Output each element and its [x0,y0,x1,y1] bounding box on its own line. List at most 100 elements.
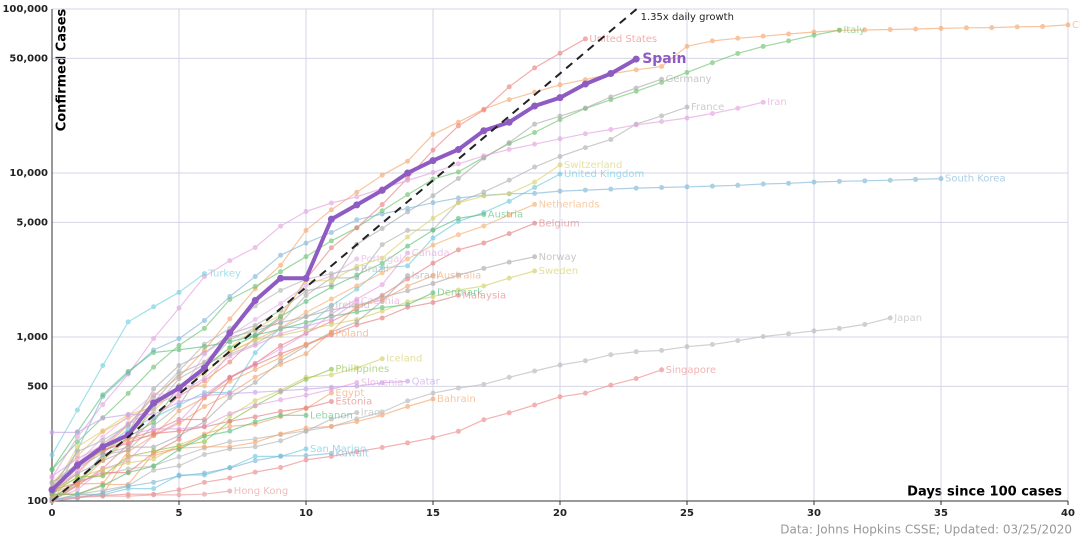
data-point [227,475,233,481]
data-point [176,447,182,453]
data-point [735,338,741,344]
data-point [607,70,615,78]
series-label: Turkey [207,269,241,280]
data-point [354,303,360,309]
data-point [379,356,385,362]
data-point [227,465,233,471]
data-point [303,240,309,246]
data-point [252,458,258,464]
data-point [252,414,258,420]
series-label: Singapore [666,365,716,376]
data-point [125,449,131,455]
data-point [354,225,360,231]
series: Hong Kong [49,486,288,504]
data-point [176,376,182,382]
data-point [176,436,182,442]
data-point [379,297,385,303]
reference-label: 1.35x daily growth [641,12,734,23]
data-point [201,433,207,439]
data-point [405,250,411,256]
data-point [176,336,182,342]
data-point [582,187,588,193]
data-point [582,131,588,137]
data-point [354,272,360,278]
data-point [684,184,690,190]
data-point [379,226,385,232]
data-point [405,205,411,211]
series-label: South Korea [945,174,1006,185]
data-point [582,105,588,111]
data-point [151,430,157,436]
data-point [99,443,107,451]
data-point [506,231,512,237]
data-point [455,195,461,201]
data-point [405,158,411,164]
data-point [354,194,360,200]
data-point [557,162,563,168]
data-point [862,321,868,327]
data-point [481,265,487,271]
y-tick-label: 100,000 [2,4,48,15]
data-point [278,361,284,367]
data-point [303,376,309,382]
data-point [430,235,436,241]
data-point [506,177,512,183]
data-point [278,431,284,437]
data-point [532,121,538,127]
series-label: Kuwait [335,448,368,459]
data-point [506,410,512,416]
data-point [811,32,817,38]
data-point [176,342,182,348]
data-point [405,276,411,282]
data-point [328,450,334,456]
data-point [405,398,411,404]
data-point [354,410,360,416]
data-point [278,408,284,414]
data-point [430,260,436,266]
y-tick-label: 50,000 [9,53,48,64]
data-point [887,26,893,32]
data-point [506,198,512,204]
data-point [760,334,766,340]
data-point [201,375,207,381]
data-point [201,393,207,399]
data-point [151,486,157,492]
data-point [430,281,436,287]
data-point [252,332,258,338]
data-point [379,308,385,314]
series-line [51,317,891,499]
data-point [328,302,334,308]
data-point [659,76,665,82]
data-point [405,256,411,262]
data-point [100,466,106,472]
data-point [532,184,538,190]
data-point [455,385,461,391]
data-point [405,440,411,446]
data-point [481,211,487,217]
data-point [913,176,919,182]
series-label: Malaysia [462,290,506,301]
series-label: France [691,102,724,113]
data-point [252,444,258,450]
data-point [506,374,512,380]
data-point [430,242,436,248]
data-point [74,434,80,440]
data-point [735,105,741,111]
data-point [303,314,309,320]
data-point [74,449,80,455]
data-point [709,183,715,189]
data-point [303,292,309,298]
data-point [227,258,233,264]
series-label: Hong Kong [234,486,288,497]
data-point [430,147,436,153]
data-point [252,342,258,348]
data-point [252,316,258,322]
data-point [176,487,182,493]
data-point [405,243,411,249]
data-point [176,347,182,353]
data-point [201,271,207,277]
data-point [557,136,563,142]
data-point [201,325,207,331]
data-point [659,347,665,353]
data-point [278,223,284,229]
